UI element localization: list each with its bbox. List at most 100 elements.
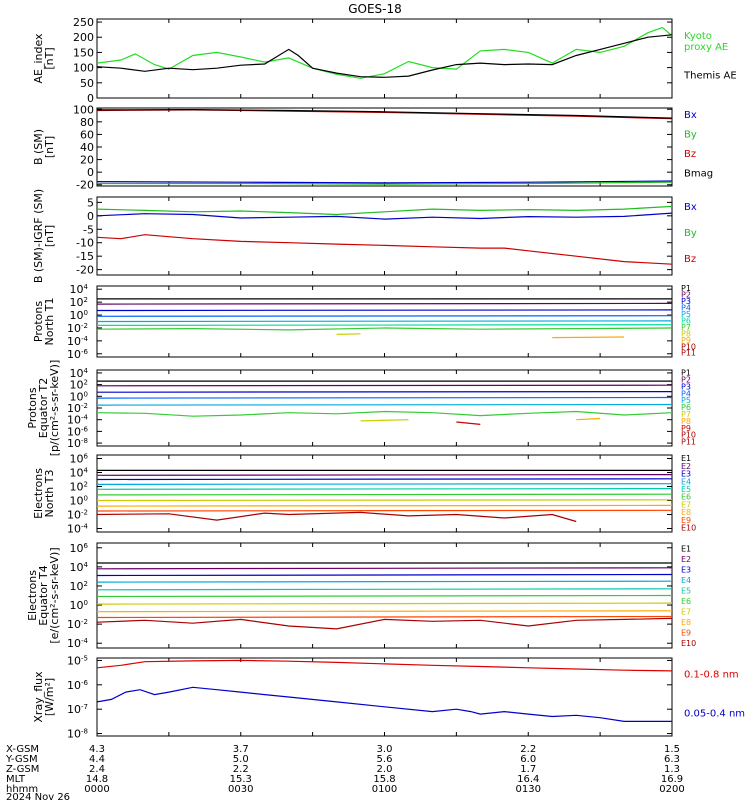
x-tick-value: 6.3 <box>664 754 680 765</box>
y-tick-label: 100 <box>70 495 88 508</box>
x-tick-value: 0000 <box>84 784 109 795</box>
x-tick-value: 6.0 <box>520 754 536 765</box>
x-tick-value: 15.3 <box>230 774 252 785</box>
legend-label: P5 <box>681 310 691 319</box>
legend-label: E10 <box>681 639 696 648</box>
x-tick-value: 0130 <box>516 784 541 795</box>
y-tick-label: 10-2 <box>67 322 88 335</box>
y-tick-label: -15 <box>76 250 94 263</box>
date-label: 2024 Nov 26 <box>6 792 70 800</box>
legend-label: P7 <box>681 410 691 419</box>
series-line <box>97 403 672 406</box>
legend-label: E7 <box>681 500 691 509</box>
x-tick-value: 16.9 <box>661 774 683 785</box>
legend-label: P4 <box>681 304 691 313</box>
series-line <box>97 504 672 507</box>
y-tick-label: 104 <box>70 467 89 480</box>
x-tick-value: 4.3 <box>89 744 105 755</box>
legend-label: E1 <box>681 454 691 463</box>
legend-label: P8 <box>681 329 691 338</box>
series-line <box>97 181 672 185</box>
legend-label: E3 <box>681 470 691 479</box>
y-tick-label: 106 <box>70 542 89 555</box>
legend-label: P1 <box>681 284 691 293</box>
y-tick-label: 10-8 <box>67 728 88 741</box>
series-group <box>97 469 672 523</box>
y-tick-label: 102 <box>70 379 88 392</box>
y-tick-label: 10-5 <box>67 654 88 667</box>
y-tick-label: -20 <box>76 179 94 192</box>
x-tick-value: 2.2 <box>520 744 536 755</box>
panel-frame <box>96 454 673 533</box>
x-tick-value: 16.4 <box>517 774 539 785</box>
legend-label: E5 <box>681 586 691 595</box>
x-tick-value: 14.8 <box>86 774 108 785</box>
panel-8: 10-5 10-6 10-7 10-8 Xray_flux[W/m²] 0.1-0.8 n… <box>32 654 745 740</box>
x-tick-value: 4.4 <box>89 754 105 765</box>
legend-label: P5 <box>681 396 691 405</box>
legend-label: P3 <box>681 297 691 306</box>
series-line <box>97 567 672 570</box>
y-tick-label: 5 <box>87 196 94 209</box>
series-line <box>97 315 672 317</box>
legend-label: E6 <box>681 597 691 606</box>
legend-label: E7 <box>681 607 691 616</box>
legend-label: E6 <box>681 493 691 502</box>
series-line <box>576 417 601 421</box>
legend-label: P2 <box>681 291 691 300</box>
series-group <box>97 26 672 79</box>
series-line <box>97 391 672 393</box>
x-tick-value: 0030 <box>228 784 253 795</box>
series-line <box>456 421 481 425</box>
y-tick-label: 0 <box>87 92 94 105</box>
x-tick-value: 0200 <box>659 784 684 795</box>
series-group <box>97 562 672 630</box>
x-row-label: Z-GSM <box>6 764 39 775</box>
legend-label: E2 <box>681 555 691 564</box>
series-line <box>97 478 672 481</box>
x-tick-value: 3.0 <box>377 744 393 755</box>
series-group <box>97 298 672 339</box>
y-axis-label: Xray_flux[W/m²] <box>32 671 56 723</box>
legend-label: Themis AE <box>683 70 737 81</box>
legend-label: By <box>684 228 697 239</box>
y-axis-label: ProtonsNorth T1 <box>32 298 56 346</box>
series-line <box>97 309 672 312</box>
series-line <box>97 610 672 613</box>
legend-label: P2 <box>681 375 691 384</box>
legend-label: P10 <box>681 431 696 440</box>
legend-label: P9 <box>681 424 691 433</box>
y-tick-label: 10-8 <box>67 437 88 450</box>
series-line <box>97 302 672 305</box>
y-tick-label: 40 <box>80 141 94 154</box>
y-tick-label: 80 <box>80 116 94 129</box>
legend-label: P11 <box>681 438 696 447</box>
series-line <box>97 34 672 78</box>
series-line <box>97 212 672 220</box>
y-tick-label: 100 <box>73 103 94 116</box>
legend-label: 0.05-0.4 nm <box>684 709 745 720</box>
panel-7: 106 104 102 100 10-2 10-4 ElectronsEquator T4[… <box>26 542 696 650</box>
series-line <box>97 588 672 591</box>
y-axis-label: B (SM)-IGRF (SM)[nT] <box>32 189 56 283</box>
y-tick-label: 20 <box>80 154 94 167</box>
series-line <box>97 474 672 476</box>
y-axis-label: ElectronsNorth T3 <box>32 468 56 519</box>
y-tick-label: 10-2 <box>67 618 88 631</box>
legend-label: E10 <box>681 523 696 532</box>
y-tick-label: 100 <box>70 309 88 322</box>
legend-label: E2 <box>681 462 691 471</box>
y-tick-label: 10-4 <box>67 523 89 536</box>
x-tick-value: 5.6 <box>377 754 393 765</box>
y-tick-label: 60 <box>80 128 94 141</box>
series-line <box>97 327 672 331</box>
y-tick-label: 150 <box>73 46 94 59</box>
legend-label: P3 <box>681 382 691 391</box>
series-group <box>97 205 672 265</box>
y-tick-label: -10 <box>76 237 94 250</box>
y-tick-label: 100 <box>70 390 88 403</box>
legend-label: P4 <box>681 389 691 398</box>
